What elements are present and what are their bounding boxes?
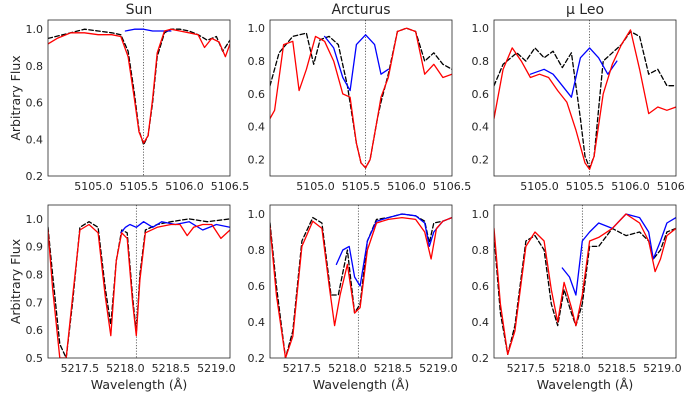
y-tick-label: 0.8 xyxy=(248,55,266,68)
y-tick-label: 0.6 xyxy=(472,280,490,293)
blue-model-line xyxy=(120,221,230,234)
y-tick-label: 0.2 xyxy=(472,154,490,167)
x-tick-label: 5105.0 xyxy=(296,180,335,193)
y-tick-label: 0.4 xyxy=(248,316,266,329)
x-tick-label: 5106.0 xyxy=(165,180,204,193)
panel-title: Arcturus xyxy=(331,2,390,18)
y-axis-label: Arbitrary Flux xyxy=(8,239,23,324)
blue-model-line xyxy=(561,213,676,296)
x-tick-label: 5218.0 xyxy=(328,362,367,375)
y-tick-label: 0.8 xyxy=(248,244,266,257)
x-tick-label: 5105.0 xyxy=(520,180,559,193)
plot-frame xyxy=(269,204,453,359)
panel-title: μ Leo xyxy=(566,2,604,18)
y-tick-label: 1.0 xyxy=(248,208,266,221)
y-tick-label: 0.6 xyxy=(472,88,490,101)
x-tick-label: 5105.5 xyxy=(120,180,159,193)
blue-model-line xyxy=(529,47,618,98)
red-model-line xyxy=(48,223,230,358)
y-tick-label: 0.5 xyxy=(26,352,44,365)
y-tick-label: 0.2 xyxy=(472,352,490,365)
x-tick-label: 5106.5 xyxy=(433,180,472,193)
y-tick-label: 1.0 xyxy=(248,22,266,35)
y-tick-label: 0.2 xyxy=(248,154,266,167)
plot-frame xyxy=(493,19,677,177)
x-tick-label: 5217.5 xyxy=(61,362,100,375)
panel-6: 5217.5 5218.0 5218.5 5219.0 0.2 0.4 0.6 0.8 1.0 W… xyxy=(472,204,682,392)
panel-1: 5105.0 5105.5 5106.0 5106.5 0.2 0.4 0.6 0.8 1.0 S… xyxy=(8,2,249,193)
y-tick-label: 1.0 xyxy=(472,208,490,221)
y-tick-label: 0.6 xyxy=(26,324,44,337)
y-tick-label: 0.4 xyxy=(472,121,490,134)
panel-5: 5217.5 5218.0 5218.5 5219.0 0.2 0.4 0.6 0.8 1.0 W… xyxy=(248,204,458,392)
x-tick-label: 5217.5 xyxy=(283,362,322,375)
observed-line xyxy=(494,30,676,169)
panel-title: Sun xyxy=(126,2,153,18)
y-tick-label: 0.8 xyxy=(472,244,490,257)
y-tick-label: 0.6 xyxy=(26,97,44,110)
x-tick-label: 5218.5 xyxy=(152,362,191,375)
y-tick-label: 0.4 xyxy=(472,316,490,329)
observed-line xyxy=(494,227,676,356)
plot-frame xyxy=(47,204,231,359)
y-tick-label: 0.7 xyxy=(26,296,44,309)
y-tick-label: 0.2 xyxy=(26,170,44,183)
y-tick-label: 0.8 xyxy=(26,269,44,282)
x-tick-label: 5219.0 xyxy=(197,362,236,375)
panel-2: 5105.0 5105.5 5106.0 5106.5 0.2 0.4 0.6 0.8 1.0 A… xyxy=(248,2,472,193)
x-tick-label: 5218.0 xyxy=(106,362,145,375)
x-tick-label: 5105.5 xyxy=(566,180,605,193)
y-tick-label: 1.0 xyxy=(26,213,44,226)
y-tick-label: 1.0 xyxy=(26,23,44,36)
red-model-line xyxy=(48,28,230,144)
x-tick-label: 5106.0 xyxy=(387,180,426,193)
red-model-line xyxy=(494,213,676,356)
x-tick-label: 5217.5 xyxy=(507,362,546,375)
panel-3: 5105.0 5105.5 5106.0 5106.5 0.2 0.4 0.6 0.8 1.0 μ… xyxy=(472,2,686,193)
x-tick-label: 5106.5 xyxy=(211,180,250,193)
observed-line xyxy=(270,27,452,169)
blue-model-line xyxy=(335,213,452,287)
x-tick-label: 5106.5 xyxy=(657,180,686,193)
x-tick-label: 5105.5 xyxy=(342,180,381,193)
blue-model-line xyxy=(124,28,172,32)
x-tick-label: 5218.0 xyxy=(552,362,591,375)
red-model-line xyxy=(270,216,452,358)
y-tick-label: 0.4 xyxy=(248,121,266,134)
plot-frame xyxy=(47,19,231,177)
y-axis-label: Arbitrary Flux xyxy=(8,55,23,140)
blue-model-line xyxy=(323,34,389,92)
y-tick-label: 0.4 xyxy=(26,133,44,146)
x-tick-label: 5105.0 xyxy=(74,180,113,193)
x-axis-label: Wavelength (Å) xyxy=(313,377,409,392)
y-tick-label: 0.9 xyxy=(26,241,44,254)
y-tick-label: 0.2 xyxy=(248,352,266,365)
x-tick-label: 5219.0 xyxy=(643,362,682,375)
x-tick-label: 5219.0 xyxy=(419,362,458,375)
plot-frame xyxy=(493,204,677,359)
x-tick-label: 5218.5 xyxy=(374,362,413,375)
y-tick-label: 0.6 xyxy=(248,88,266,101)
red-model-line xyxy=(494,29,676,171)
x-tick-label: 5218.5 xyxy=(598,362,637,375)
x-axis-label: Wavelength (Å) xyxy=(91,377,187,392)
red-model-line xyxy=(270,27,452,169)
y-tick-label: 0.8 xyxy=(472,55,490,68)
x-tick-label: 5106.0 xyxy=(611,180,650,193)
y-tick-label: 0.8 xyxy=(26,60,44,73)
y-tick-label: 0.6 xyxy=(248,280,266,293)
y-tick-label: 1.0 xyxy=(472,22,490,35)
panel-4: 5217.5 5218.0 5218.5 5219.0 0.5 0.6 0.7 0.8 0.9 1… xyxy=(8,204,236,392)
plot-frame xyxy=(269,19,453,177)
x-axis-label: Wavelength (Å) xyxy=(537,377,633,392)
